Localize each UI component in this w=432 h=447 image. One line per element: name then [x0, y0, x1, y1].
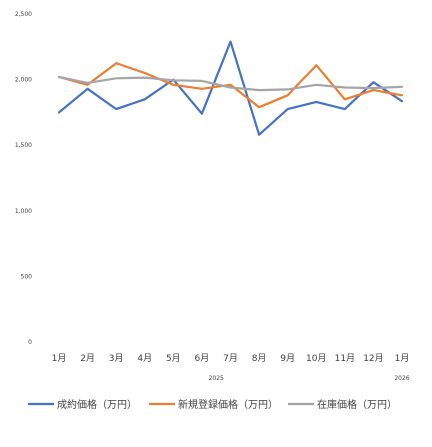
x-tick-label: 9月 — [280, 353, 295, 364]
legend-label-1: 新規登録価格（万円） — [178, 398, 278, 411]
x-tick-label: 7月 — [223, 353, 238, 364]
series-line-1 — [57, 62, 404, 109]
legend-label-0: 成約価格（万円） — [57, 398, 137, 411]
x-tick-label: 3月 — [109, 353, 124, 364]
y-tick-label: 0 — [28, 339, 32, 346]
year-label: 2025 — [209, 375, 224, 382]
x-tick-label: 5月 — [166, 353, 181, 364]
y-tick-label: 2,500 — [15, 11, 32, 18]
x-tick-label: 2月 — [80, 353, 95, 364]
y-tick-label: 500 — [21, 273, 33, 280]
x-tick-label: 6月 — [195, 353, 210, 364]
legend: 成約価格（万円） 新規登録価格（万円） 在庫価格（万円） — [28, 398, 397, 411]
series-line-0 — [57, 40, 404, 136]
series-layer — [57, 40, 404, 136]
y-tick-label: 2,000 — [15, 77, 32, 84]
x-tick-label: 1月 — [395, 353, 410, 364]
year-label: 2026 — [394, 375, 409, 382]
x-tick-label: 10月 — [306, 353, 326, 364]
y-tick-label: 1,000 — [15, 208, 32, 215]
x-tick-label: 12月 — [363, 353, 383, 364]
x-tick-label: 11月 — [335, 353, 355, 364]
x-axis: 1月 2月 3月 4月 5月 6月 7月 8月 9月 10月 11月 12月 1月 2025 2026 — [52, 353, 410, 382]
legend-label-2: 在庫価格（万円） — [317, 398, 397, 411]
y-axis: 0 500 1,000 1,500 2,000 2,500 — [15, 11, 32, 346]
y-tick-label: 1,500 — [15, 142, 32, 149]
x-tick-label: 1月 — [52, 353, 67, 364]
series-line-2 — [57, 75, 404, 92]
x-tick-label: 8月 — [252, 353, 267, 364]
x-tick-label: 4月 — [137, 353, 152, 364]
